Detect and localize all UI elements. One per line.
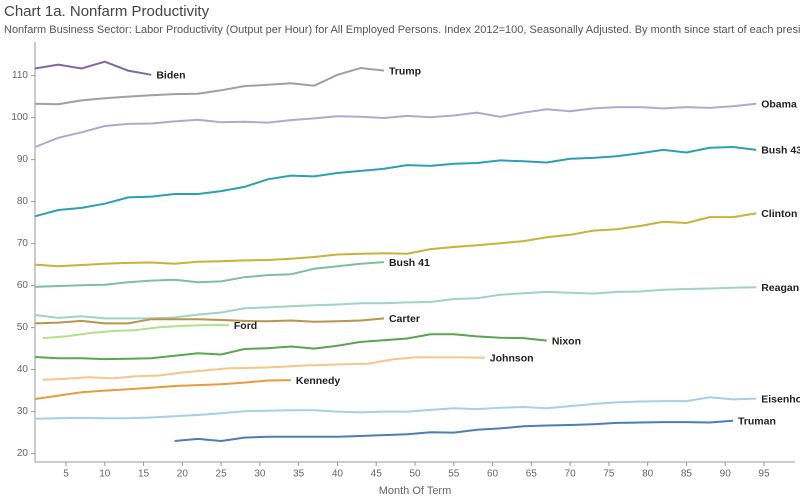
x-tick-label: 10 [99,469,111,480]
series-line [42,324,229,340]
x-tick-label: 95 [758,469,770,480]
series-line [34,66,385,106]
x-tick-label: 90 [720,469,732,480]
series-label: Carter [389,313,420,325]
x-tick-label: 75 [603,469,615,480]
series-label: Obama [761,99,797,111]
x-tick-label: 35 [293,469,305,480]
x-tick-label: 60 [487,469,499,480]
series-line [34,261,385,288]
series-label: Truman [738,416,776,428]
x-tick-label: 80 [642,469,654,480]
series-label: Nixon [552,335,581,347]
y-tick-label: 110 [12,70,28,81]
series-line [34,145,757,218]
y-tick-label: 30 [17,406,29,417]
y-tick-label: 20 [17,448,29,459]
series-label: Biden [156,70,185,82]
series-label: Bush 41 [389,257,430,269]
series-label: Eisenhower [761,393,800,405]
y-tick-label: 90 [17,154,29,165]
y-tick-label: 100 [11,112,28,123]
x-tick-label: 55 [448,469,460,480]
series-label: Bush 43 [761,145,800,157]
series-line [34,212,757,268]
series-line [34,333,547,361]
y-tick-label: 80 [17,196,29,207]
series-line [174,419,734,443]
series-label: Kennedy [296,375,341,387]
x-tick-label: 30 [254,469,266,480]
series-line [34,396,757,420]
x-tick-label: 70 [565,469,577,480]
series-label: Johnson [490,353,534,365]
y-tick-label: 40 [17,364,29,375]
x-tick-label: 15 [138,469,150,480]
y-tick-label: 60 [17,280,29,291]
x-tick-label: 25 [216,469,228,480]
series-line [34,317,385,325]
series-line [34,102,757,148]
x-tick-label: 85 [681,469,693,480]
x-tick-label: 5 [63,469,69,480]
series-label: Ford [234,320,257,332]
x-tick-label: 65 [526,469,538,480]
x-tick-label: 45 [371,469,383,480]
series-label: Trump [389,65,421,77]
y-tick-label: 70 [17,238,29,249]
series-line [34,60,152,76]
chart-subtitle: Nonfarm Business Sector: Labor Productiv… [4,24,800,36]
x-tick-label: 50 [409,469,421,480]
x-tick-label: 20 [177,469,189,480]
series-label: Reagan [761,282,799,294]
series-line [34,379,291,400]
y-tick-label: 50 [17,322,29,333]
x-axis-title: Month Of Term [379,485,452,497]
x-tick-label: 40 [332,469,344,480]
chart-title: Chart 1a. Nonfarm Productivity [4,3,210,20]
series-label: Clinton [761,208,797,220]
series-line [42,356,485,381]
